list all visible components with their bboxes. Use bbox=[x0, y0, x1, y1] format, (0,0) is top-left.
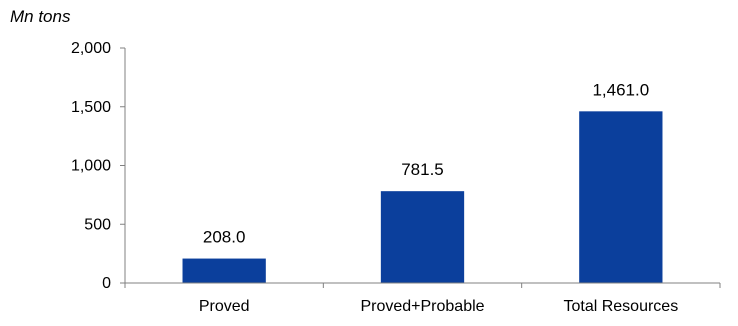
x-category-label: Total Resources bbox=[563, 298, 678, 315]
bar-value-label: 1,461.0 bbox=[592, 80, 649, 99]
x-category-label: Proved bbox=[199, 298, 250, 315]
bar bbox=[182, 258, 266, 283]
bars: 208.0 781.5 1,461.0 bbox=[182, 80, 663, 284]
bar-value-label: 208.0 bbox=[203, 228, 246, 247]
bar-value-label: 781.5 bbox=[401, 160, 444, 179]
x-axis: Proved Proved+Probable Total Resources bbox=[124, 282, 721, 315]
y-tick-label: 500 bbox=[84, 216, 111, 233]
y-axis: 0 500 1,000 1,500 2,000 bbox=[71, 40, 126, 292]
y-tick-label: 2,000 bbox=[71, 40, 111, 57]
bar bbox=[380, 191, 465, 283]
y-tick-label: 0 bbox=[102, 275, 111, 292]
y-tick-label: 1,000 bbox=[71, 158, 111, 175]
y-axis-unit-label: Mn tons bbox=[10, 7, 71, 26]
bar bbox=[579, 111, 663, 284]
x-category-label: Proved+Probable bbox=[360, 298, 484, 315]
y-tick-label: 1,500 bbox=[71, 99, 111, 116]
